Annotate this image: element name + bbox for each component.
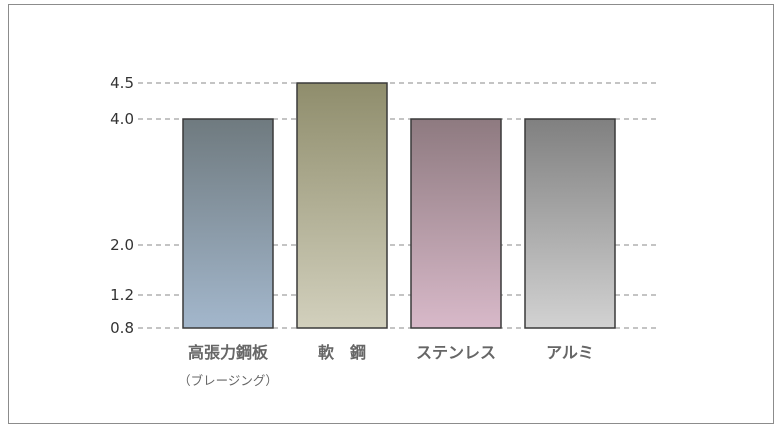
category-label: アルミ: [546, 343, 594, 362]
chart-frame: [8, 4, 774, 424]
y-axis-ticks: 0.8 1.2 2.0 4.0 4.5: [110, 74, 134, 337]
y-tick-label: 2.0: [110, 236, 134, 254]
bars: [182, 82, 616, 329]
category-label: 軟 鋼: [318, 343, 366, 362]
category-labels: 高張力鋼板 （ブレージング） 軟 鋼 ステンレス アルミ: [178, 343, 594, 388]
category-sublabel: （ブレージング）: [178, 373, 278, 388]
bar-3: [524, 118, 616, 329]
bar-1: [296, 82, 388, 329]
bar-0: [182, 118, 274, 329]
y-tick-label: 0.8: [110, 319, 134, 337]
category-label: ステンレス: [416, 343, 496, 362]
y-tick-label: 1.2: [110, 286, 134, 304]
y-tick-label: 4.0: [110, 110, 134, 128]
y-tick-label: 4.5: [110, 74, 134, 92]
category-label: 高張力鋼板: [188, 343, 269, 362]
bar-2: [410, 118, 502, 329]
